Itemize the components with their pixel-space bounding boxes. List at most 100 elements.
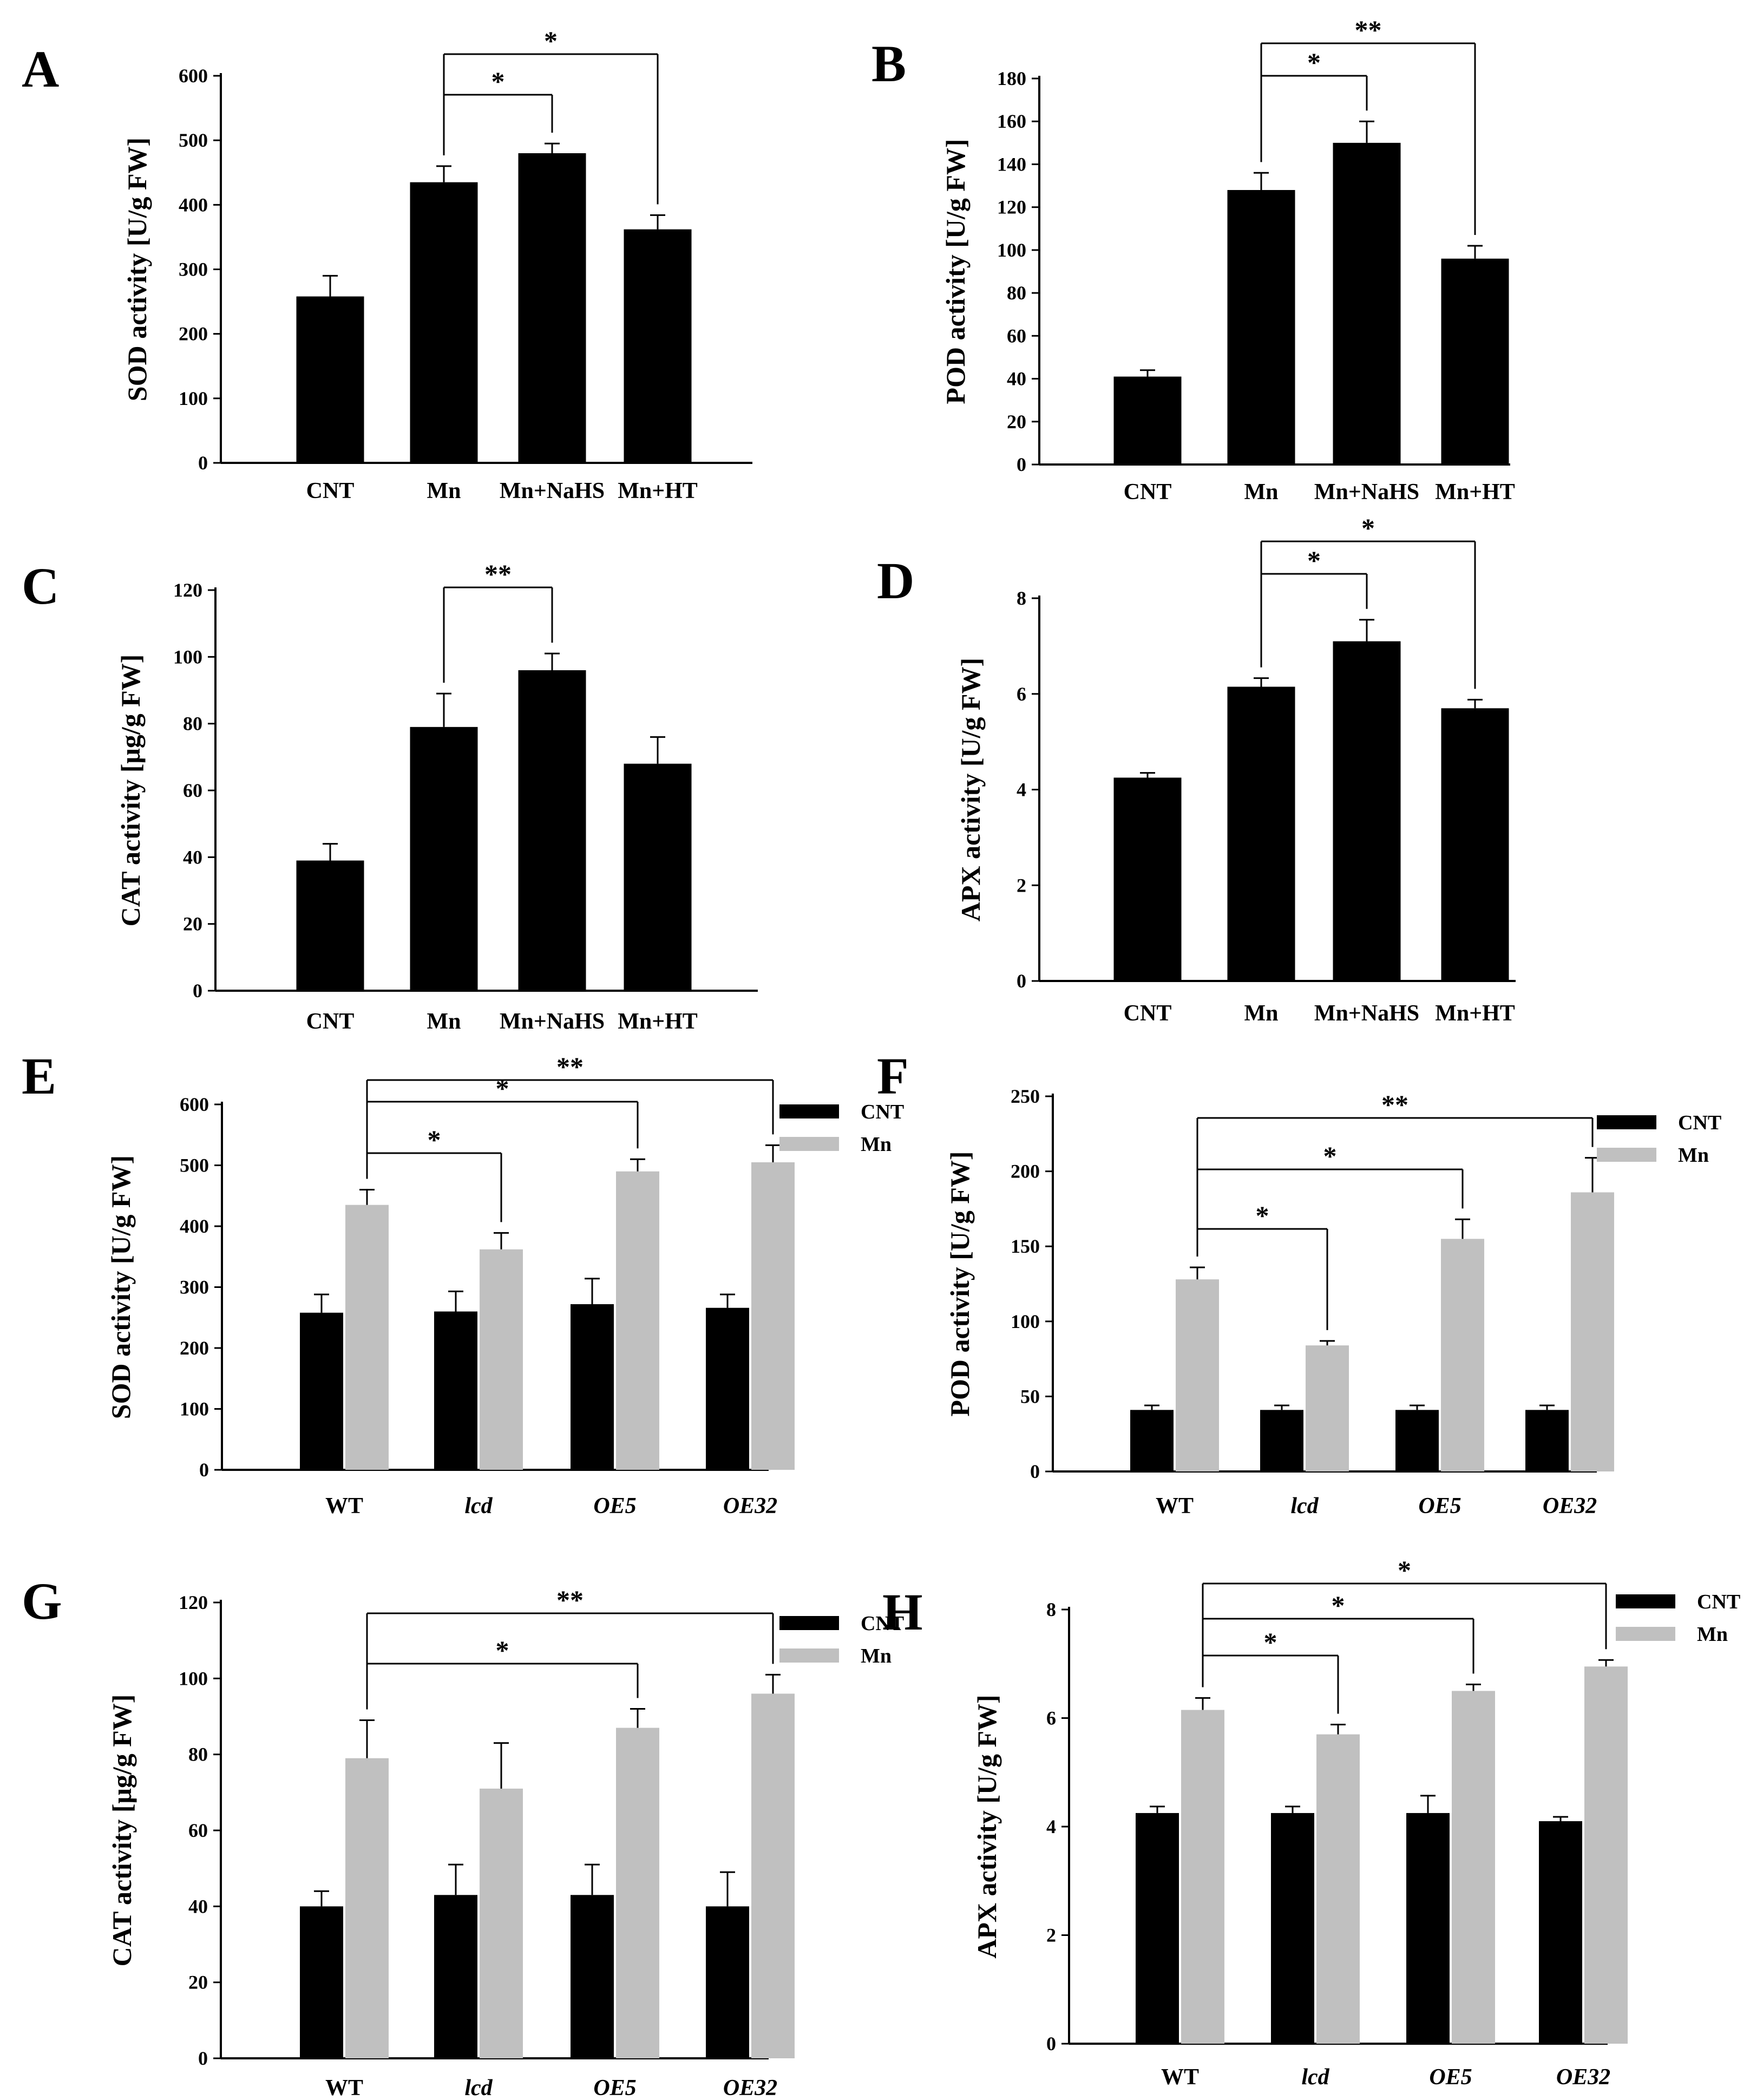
y-tick-label: 40 xyxy=(188,1895,208,1917)
panel-letter: G xyxy=(22,1572,62,1630)
y-axis-label: SOD activity [U/g FW] xyxy=(106,1155,136,1419)
bar-mn xyxy=(345,1205,389,1470)
legend-swatch-cnt xyxy=(779,1616,839,1630)
bar xyxy=(1113,376,1182,465)
bar xyxy=(410,182,478,463)
y-tick-label: 60 xyxy=(1007,325,1026,346)
y-tick-label: 20 xyxy=(1007,411,1026,433)
y-tick-label: 20 xyxy=(188,1972,208,1993)
bar-mn xyxy=(1571,1192,1614,1471)
y-tick-label: 0 xyxy=(1017,970,1026,992)
y-tick-label: 120 xyxy=(173,579,202,601)
y-tick-label: 2 xyxy=(1017,874,1026,896)
x-tick-label: Mn+NaHS xyxy=(1314,1001,1419,1026)
panel-letter: B xyxy=(871,35,906,93)
x-tick-label: CNT xyxy=(1124,1001,1172,1026)
x-tick-label: OE5 xyxy=(593,2076,636,2100)
bar-cnt xyxy=(434,1311,477,1470)
y-tick-label: 0 xyxy=(198,452,208,474)
significance-bracket: ** xyxy=(1196,1089,1594,1257)
bar-cnt xyxy=(1525,1410,1569,1471)
y-tick-label: 140 xyxy=(997,153,1026,175)
legend-label: Mn xyxy=(1697,1623,1728,1646)
bar-mn xyxy=(1176,1279,1219,1471)
y-axis-label: CAT activity [μg/g FW] xyxy=(107,1695,137,1967)
legend-swatch-cnt xyxy=(1616,1594,1675,1608)
bar xyxy=(410,727,478,991)
x-tick-label: Mn+HT xyxy=(618,479,698,503)
bar-mn xyxy=(1316,1734,1360,2044)
y-tick-label: 0 xyxy=(199,1459,209,1481)
x-tick-label: OE32 xyxy=(723,2076,777,2100)
x-tick-label: lcd xyxy=(1301,2065,1329,2090)
significance-bracket: * xyxy=(1202,1627,1339,1714)
y-tick-label: 60 xyxy=(188,1820,208,1841)
y-tick-label: 40 xyxy=(1007,368,1026,390)
bar-mn xyxy=(616,1728,659,2058)
y-tick-label: 180 xyxy=(997,68,1026,89)
x-tick-label: Mn xyxy=(427,479,461,503)
panel-g: G 0 20 40 60 80 100 120 CAT activity [μg/g FW] WT… xyxy=(22,1572,904,2100)
y-tick-label: 200 xyxy=(179,323,208,345)
y-tick-label: 300 xyxy=(180,1277,209,1298)
y-axis-label: POD activity [U/g FW] xyxy=(940,139,971,404)
panel-letter: E xyxy=(22,1047,56,1105)
bar-cnt xyxy=(300,1906,343,2058)
y-axis-label: CAT activity [μg/g FW] xyxy=(115,655,146,927)
y-tick-label: 400 xyxy=(180,1215,209,1237)
y-tick-label: 200 xyxy=(1011,1161,1040,1182)
y-tick-label: 120 xyxy=(997,197,1026,218)
bar-mn xyxy=(480,1788,523,2058)
significance-label: * xyxy=(491,66,505,96)
y-tick-label: 8 xyxy=(1046,1599,1056,1620)
bar-mn xyxy=(480,1249,523,1470)
x-tick-label: OE32 xyxy=(723,1494,777,1519)
significance-label: ** xyxy=(484,559,512,589)
bar xyxy=(1333,142,1401,465)
significance-bracket: ** xyxy=(443,559,553,683)
y-tick-label: 200 xyxy=(180,1337,209,1359)
significance-label: * xyxy=(496,1073,509,1103)
y-tick-label: 100 xyxy=(179,388,208,409)
y-tick-label: 6 xyxy=(1017,683,1026,705)
legend-swatch-cnt xyxy=(1597,1115,1656,1129)
x-tick-label: Mn xyxy=(1244,480,1279,505)
y-tick-label: 0 xyxy=(1017,454,1026,475)
bar-cnt xyxy=(1271,1813,1314,2044)
y-tick-label: 80 xyxy=(1007,282,1026,304)
significance-bracket: ** xyxy=(366,1585,774,1710)
y-tick-label: 100 xyxy=(1011,1311,1040,1332)
bar-mn xyxy=(751,1693,795,2058)
bar-cnt xyxy=(571,1895,614,2058)
panel-letter: H xyxy=(882,1583,923,1641)
panel-f: F 0 50 100 150 200 250 POD activity [U/g FW] WT l… xyxy=(877,1047,1721,1519)
bar-cnt xyxy=(1136,1813,1179,2044)
significance-label: * xyxy=(1264,1627,1277,1657)
bar-cnt xyxy=(1406,1813,1450,2044)
legend-swatch-mn xyxy=(1597,1148,1656,1162)
y-tick-label: 100 xyxy=(997,239,1026,261)
x-tick-label: WT xyxy=(1156,1494,1194,1519)
bar-mn xyxy=(751,1162,795,1470)
bar xyxy=(1333,641,1401,981)
x-tick-label: CNT xyxy=(306,1009,355,1034)
y-tick-label: 0 xyxy=(198,2047,208,2069)
x-tick-label: Mn+HT xyxy=(1435,480,1515,505)
y-tick-label: 160 xyxy=(997,110,1026,132)
y-tick-label: 400 xyxy=(179,194,208,215)
x-tick-label: Mn+NaHS xyxy=(1314,480,1419,505)
y-axis-label: APX activity [U/g FW] xyxy=(972,1695,1002,1958)
x-tick-label: WT xyxy=(325,2076,363,2100)
legend-label: CNT xyxy=(1697,1591,1740,1613)
bar-mn xyxy=(345,1758,389,2058)
x-tick-label: WT xyxy=(1161,2065,1199,2090)
bar-mn xyxy=(1584,1666,1628,2044)
x-tick-label: Mn xyxy=(1244,1001,1279,1026)
y-tick-label: 0 xyxy=(1046,2033,1056,2055)
panel-letter: C xyxy=(22,557,59,615)
bar-cnt xyxy=(1130,1410,1174,1471)
bar xyxy=(1441,258,1509,465)
legend-label: Mn xyxy=(861,1645,892,1667)
y-tick-label: 0 xyxy=(193,980,202,1002)
